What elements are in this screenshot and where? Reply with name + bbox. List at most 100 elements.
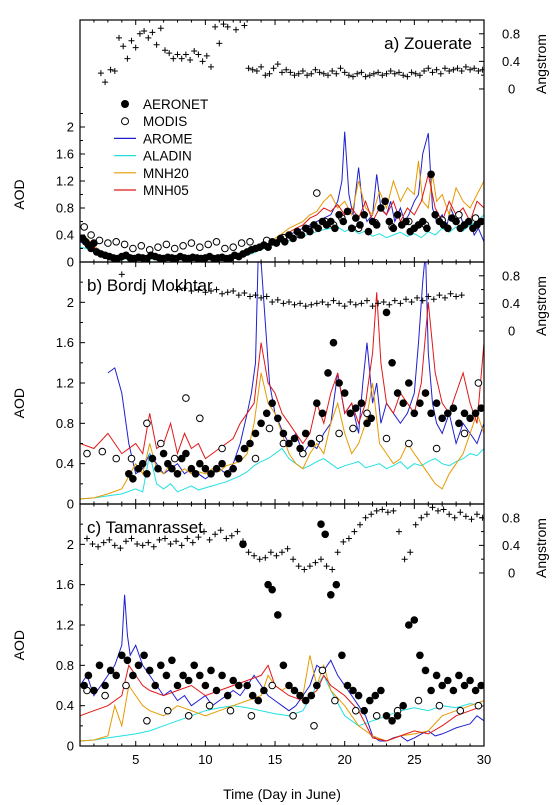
aeronet-point bbox=[262, 409, 271, 418]
aod-tick-label: 1.2 bbox=[56, 376, 74, 391]
legend-marker-aeronet bbox=[121, 100, 129, 108]
angstrom-point bbox=[425, 65, 432, 72]
aeronet-point bbox=[464, 217, 473, 226]
aeronet-point bbox=[444, 409, 452, 418]
modis-point bbox=[331, 696, 339, 705]
angstrom-point bbox=[134, 541, 141, 547]
aeronet-point bbox=[382, 712, 391, 720]
angstrom-point bbox=[329, 68, 336, 74]
angstrom-point bbox=[220, 21, 227, 28]
angstrom-point bbox=[203, 52, 210, 59]
modis-point bbox=[83, 449, 91, 458]
angstrom-point bbox=[416, 72, 423, 79]
aod-tick-label: 1.2 bbox=[56, 618, 74, 633]
angstrom-point bbox=[167, 541, 174, 547]
angstrom-point bbox=[351, 528, 358, 535]
aeronet-point bbox=[268, 399, 277, 408]
aeronet-point bbox=[338, 651, 346, 660]
modis-point bbox=[205, 701, 214, 710]
aeronet-point bbox=[196, 459, 204, 468]
aeronet-point bbox=[347, 224, 356, 233]
angstrom-point bbox=[341, 69, 348, 76]
angstrom-point bbox=[89, 541, 96, 547]
aeronet-point bbox=[432, 671, 441, 680]
angstrom-point bbox=[213, 286, 220, 293]
angstrom-point bbox=[291, 301, 298, 308]
angstrom-point bbox=[201, 528, 207, 535]
aeronet-point bbox=[466, 676, 474, 685]
angstrom-point bbox=[166, 50, 173, 57]
angstrom-point bbox=[458, 68, 465, 74]
angstrom-point bbox=[316, 69, 323, 76]
aeronet-point bbox=[134, 661, 143, 670]
aeronet-point bbox=[388, 359, 396, 367]
modis-point bbox=[218, 444, 226, 453]
aeronet-point bbox=[239, 540, 247, 549]
aeronet-point bbox=[455, 419, 463, 428]
modis-point bbox=[349, 424, 357, 433]
x-tick-label: 10 bbox=[198, 752, 212, 767]
angstrom-point bbox=[84, 535, 90, 542]
modis-point bbox=[372, 712, 381, 720]
aeronet-point bbox=[360, 706, 369, 715]
aeronet-point bbox=[360, 211, 369, 219]
angstrom-point bbox=[195, 534, 202, 541]
modis-point bbox=[315, 434, 324, 443]
angstrom-point bbox=[423, 511, 430, 518]
angstrom-point bbox=[357, 521, 363, 528]
modis-point bbox=[289, 712, 297, 720]
legend-background bbox=[110, 90, 220, 200]
aeronet-point bbox=[196, 671, 204, 680]
angstrom-point bbox=[462, 513, 469, 520]
modis-point bbox=[432, 444, 441, 453]
aeronet-point bbox=[80, 681, 88, 690]
legend-item: MNH20 bbox=[114, 166, 189, 181]
aeronet-point bbox=[421, 389, 430, 397]
aeronet-point bbox=[182, 449, 190, 458]
angstrom-point bbox=[330, 297, 337, 304]
series-line-aladin bbox=[80, 674, 484, 742]
angstrom-point bbox=[375, 69, 382, 76]
angstrom-point bbox=[407, 549, 414, 556]
aeronet-point bbox=[191, 470, 200, 478]
modis-point bbox=[382, 434, 391, 443]
angstrom-point bbox=[450, 66, 457, 73]
aeronet-point bbox=[410, 409, 419, 418]
angstrom-point bbox=[364, 297, 370, 304]
aeronet-point bbox=[112, 671, 120, 680]
legend-item: MNH05 bbox=[114, 183, 189, 198]
aeronet-point bbox=[471, 409, 480, 418]
aeronet-point bbox=[260, 686, 268, 695]
aeronet-point bbox=[125, 470, 133, 478]
angstrom-point bbox=[358, 300, 365, 307]
angstrom-point bbox=[437, 70, 444, 77]
aeronet-point bbox=[329, 338, 338, 347]
modis-point bbox=[120, 240, 129, 249]
angstrom-point bbox=[302, 303, 309, 310]
angstrom-point bbox=[325, 301, 331, 308]
aeronet-point bbox=[471, 686, 480, 695]
angstrom-point bbox=[467, 66, 474, 73]
aeronet-point bbox=[301, 429, 310, 438]
angstrom-point bbox=[453, 293, 460, 300]
angstrom-point bbox=[170, 55, 177, 62]
angstrom-point bbox=[306, 563, 313, 570]
angstrom-point bbox=[284, 545, 291, 552]
aeronet-point bbox=[307, 691, 316, 700]
aeronet-point bbox=[393, 389, 402, 397]
legend: AERONET MODIS AROME ALADIN MNH20 MNH05 bbox=[110, 90, 220, 200]
aeronet-point bbox=[354, 691, 363, 700]
angstrom-point bbox=[189, 539, 196, 546]
aeronet-point bbox=[290, 434, 299, 443]
aod-tick-label: 1.2 bbox=[56, 174, 74, 189]
angstrom-point bbox=[429, 504, 436, 511]
modis-point bbox=[474, 701, 483, 710]
aeronet-point bbox=[340, 389, 349, 397]
aod-tick-label: 0.8 bbox=[56, 416, 74, 431]
aeronet-point bbox=[95, 661, 104, 670]
angstrom-point bbox=[241, 22, 248, 29]
angstrom-point bbox=[212, 23, 219, 30]
aeronet-point bbox=[289, 234, 297, 243]
aeronet-point bbox=[335, 211, 343, 219]
angstrom-point bbox=[336, 300, 343, 307]
